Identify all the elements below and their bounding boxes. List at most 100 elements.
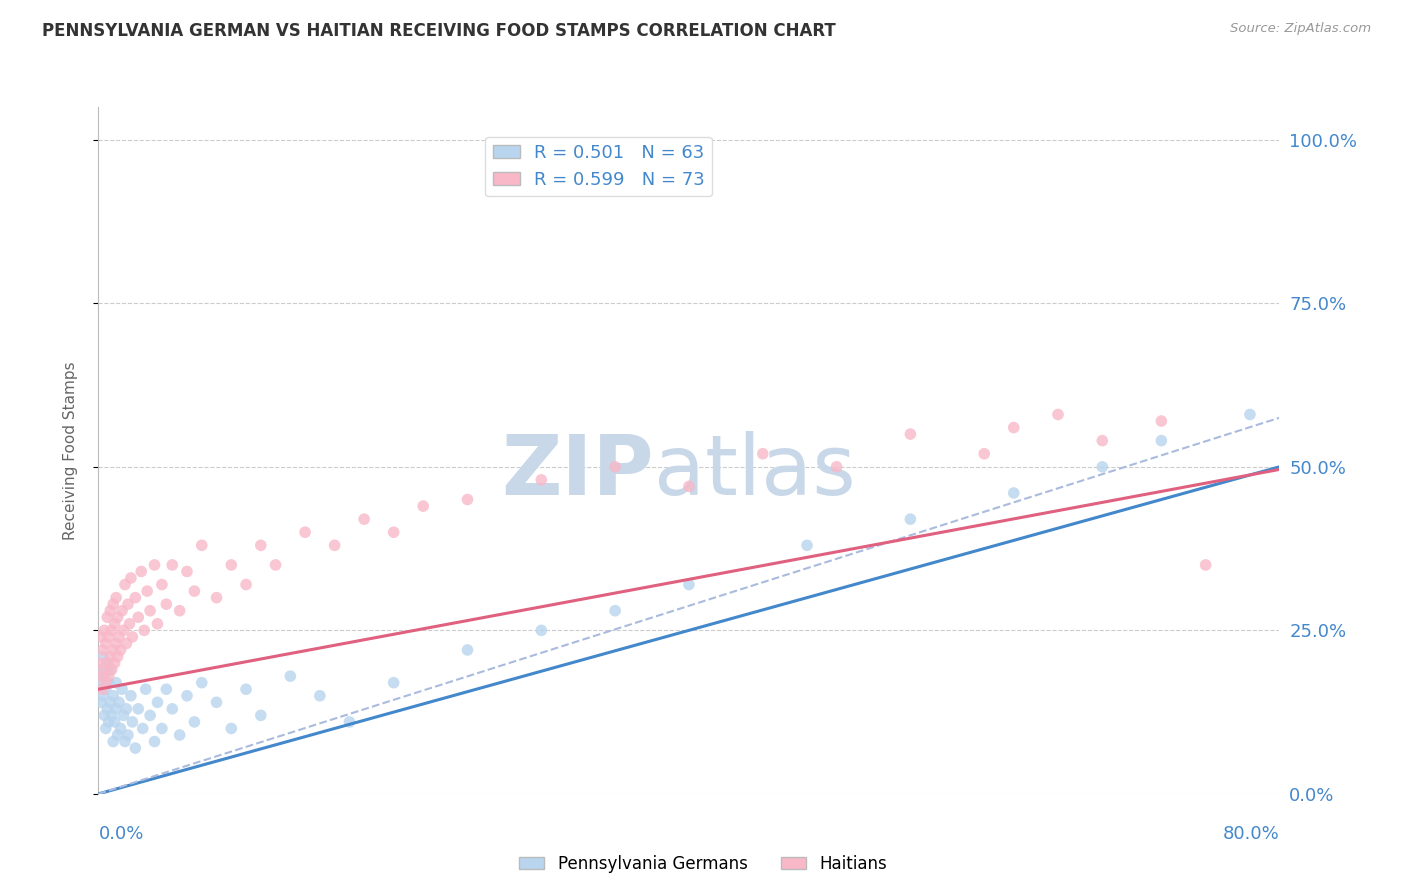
Y-axis label: Receiving Food Stamps: Receiving Food Stamps [63, 361, 77, 540]
Point [93, 708, 115, 723]
Point [353, 512, 375, 526]
Point [162, 558, 183, 572]
Point [121, 714, 143, 729]
Point [1239, 408, 1261, 422]
Point [100, 663, 122, 677]
Point [132, 722, 155, 736]
Text: PENNSYLVANIA GERMAN VS HAITIAN RECEIVING FOOD STAMPS CORRELATION CHART: PENNSYLVANIA GERMAN VS HAITIAN RECEIVING… [42, 22, 837, 40]
Text: Source: ZipAtlas.com: Source: ZipAtlas.com [1230, 22, 1371, 36]
Point [108, 630, 131, 644]
Point [339, 714, 360, 729]
Point [104, 616, 127, 631]
Point [107, 610, 129, 624]
Point [104, 656, 127, 670]
Point [900, 512, 922, 526]
Point [751, 447, 773, 461]
Point [150, 577, 173, 591]
Point [605, 604, 627, 618]
Point [93, 669, 115, 683]
Point [219, 558, 242, 572]
Point [129, 565, 152, 579]
Point [94, 682, 117, 697]
Point [105, 636, 128, 650]
Point [107, 649, 129, 664]
Point [183, 584, 205, 599]
Point [96, 656, 118, 670]
Point [96, 610, 118, 624]
Point [1046, 408, 1069, 422]
Point [93, 663, 115, 677]
Point [115, 702, 138, 716]
Point [294, 525, 316, 540]
Point [456, 492, 478, 507]
Point [110, 722, 132, 736]
Point [678, 479, 700, 493]
Point [796, 538, 818, 552]
Point [139, 604, 162, 618]
Point [108, 695, 131, 709]
Point [94, 722, 117, 736]
Point [124, 591, 146, 605]
Point [112, 708, 135, 723]
Point [169, 604, 191, 618]
Point [107, 728, 129, 742]
Point [183, 714, 205, 729]
Point [382, 525, 405, 540]
Point [382, 675, 405, 690]
Text: 0.0%: 0.0% [98, 825, 143, 843]
Text: atlas: atlas [654, 431, 855, 512]
Point [100, 624, 122, 638]
Point [90, 630, 112, 644]
Point [139, 708, 162, 723]
Point [90, 669, 112, 683]
Point [97, 669, 120, 683]
Point [90, 663, 112, 677]
Point [323, 538, 346, 552]
Point [1091, 459, 1114, 474]
Point [103, 689, 125, 703]
Point [973, 447, 995, 461]
Point [117, 597, 139, 611]
Point [98, 695, 121, 709]
Point [250, 708, 273, 723]
Point [309, 689, 332, 703]
Point [1150, 414, 1173, 428]
Point [121, 630, 143, 644]
Point [1002, 486, 1025, 500]
Point [169, 728, 191, 742]
Point [456, 643, 478, 657]
Point [104, 714, 127, 729]
Point [530, 473, 553, 487]
Point [900, 427, 922, 442]
Point [94, 675, 117, 690]
Point [278, 669, 302, 683]
Point [678, 577, 700, 591]
Point [97, 714, 120, 729]
Point [96, 656, 118, 670]
Point [219, 722, 242, 736]
Point [90, 695, 112, 709]
Point [98, 663, 121, 677]
Point [114, 577, 136, 591]
Point [127, 610, 149, 624]
Point [120, 571, 142, 585]
Point [1150, 434, 1173, 448]
Point [103, 643, 125, 657]
Point [105, 591, 128, 605]
Point [103, 734, 125, 748]
Point [136, 584, 159, 599]
Point [105, 675, 128, 690]
Point [98, 604, 121, 618]
Point [89, 656, 111, 670]
Point [530, 624, 553, 638]
Point [150, 722, 173, 736]
Point [91, 689, 114, 703]
Point [100, 708, 122, 723]
Point [155, 682, 177, 697]
Point [235, 577, 257, 591]
Point [93, 624, 115, 638]
Point [120, 689, 142, 703]
Point [124, 741, 146, 756]
Text: ZIP: ZIP [501, 431, 654, 512]
Point [155, 597, 177, 611]
